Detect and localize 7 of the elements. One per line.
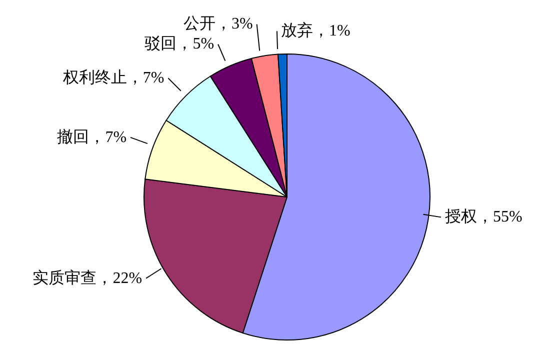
slice-label: 授权，55% bbox=[445, 208, 522, 226]
slice-label: 权利终止，7% bbox=[62, 68, 164, 87]
slice-label: 撤回，7% bbox=[57, 128, 127, 146]
slice-label: 放弃，1% bbox=[280, 22, 350, 40]
slice-label: 公开，3% bbox=[183, 16, 253, 33]
slice-label: 驳回，5% bbox=[144, 34, 214, 53]
slice-label: 实质审查，22% bbox=[32, 268, 142, 287]
